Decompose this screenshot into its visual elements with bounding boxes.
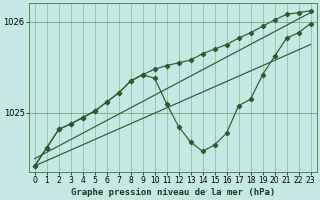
X-axis label: Graphe pression niveau de la mer (hPa): Graphe pression niveau de la mer (hPa) <box>70 188 275 197</box>
